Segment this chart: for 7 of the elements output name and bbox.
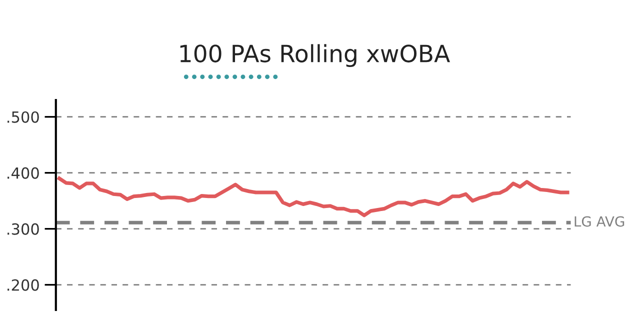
y-tick-label: .300 (8, 223, 39, 235)
y-tick-label: .200 (8, 279, 39, 291)
y-tick-label: .500 (8, 111, 39, 123)
y-tick-label: .400 (8, 167, 39, 179)
line-series (57, 176, 570, 218)
chart-title: 100 PAs Rolling xwOBA (180, 44, 450, 68)
ref-line-label: LG AVG (574, 216, 624, 227)
